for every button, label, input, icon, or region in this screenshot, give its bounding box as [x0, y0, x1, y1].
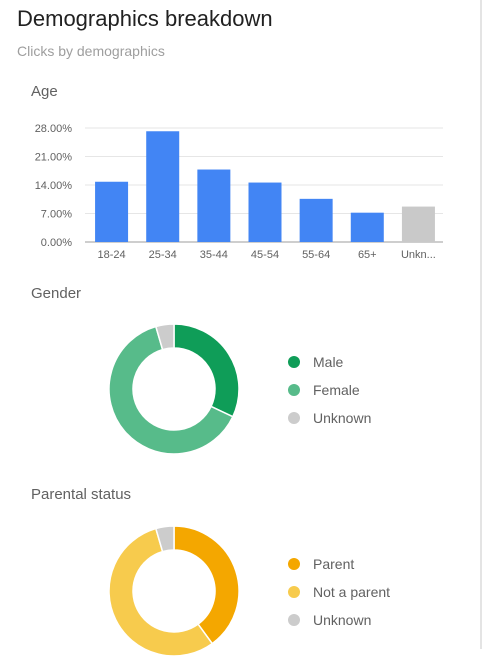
legend-dot-icon [288, 356, 300, 368]
page-subtitle: Clicks by demographics [17, 43, 165, 59]
x-tick-label: 18-24 [98, 249, 126, 261]
gender-donut-chart [108, 323, 240, 455]
parental-section-title: Parental status [31, 486, 132, 503]
legend-item[interactable]: Unknown [288, 404, 371, 432]
age-bar[interactable] [401, 206, 435, 242]
donut-slice[interactable] [154, 323, 175, 351]
legend-label: Male [313, 354, 344, 370]
x-tick-label: 65+ [358, 249, 377, 261]
donut-slice[interactable] [154, 525, 175, 553]
donut-slice[interactable] [108, 325, 234, 455]
legend-item[interactable]: Unknown [288, 606, 390, 634]
legend-item[interactable]: Parent [288, 550, 390, 578]
age-bar[interactable] [299, 198, 333, 242]
y-tick-label: 7.00% [41, 209, 72, 221]
legend-dot-icon [288, 384, 300, 396]
x-tick-label: Unkn... [401, 249, 436, 261]
legend-item[interactable]: Not a parent [288, 578, 390, 606]
y-tick-label: 14.00% [35, 180, 73, 192]
age-bar[interactable] [95, 181, 129, 242]
legend-label: Unknown [313, 612, 372, 628]
legend-item[interactable]: Male [288, 348, 371, 376]
y-tick-label: 21.00% [35, 152, 73, 164]
legend-label: Unknown [313, 410, 372, 426]
x-tick-label: 55-64 [302, 249, 330, 261]
legend-dot-icon [288, 558, 300, 570]
legend-item[interactable]: Female [288, 376, 371, 404]
age-bar[interactable] [197, 169, 231, 242]
legend-dot-icon [288, 614, 300, 626]
page-title: Demographics breakdown [17, 6, 273, 31]
y-tick-label: 0.00% [41, 237, 72, 249]
legend-label: Parent [313, 556, 355, 572]
legend-label: Not a parent [313, 584, 391, 600]
x-tick-label: 35-44 [200, 249, 228, 261]
panel-border [480, 0, 482, 649]
parental-legend: Parent Not a parent Unknown [288, 550, 390, 634]
parental-donut-chart [108, 525, 240, 657]
age-section-title: Age [31, 83, 58, 100]
age-bar-chart: 0.00% 7.00% 14.00% 21.00% 28.00% 18-24 25-34 35… [35, 123, 443, 261]
donut-slice[interactable] [173, 323, 240, 418]
age-bar[interactable] [248, 182, 282, 242]
gender-legend: Male Female Unknown [288, 348, 371, 432]
legend-label: Female [313, 382, 360, 398]
legend-dot-icon [288, 412, 300, 424]
y-tick-label: 28.00% [35, 123, 73, 135]
gender-section-title: Gender [31, 285, 82, 302]
age-bar[interactable] [350, 212, 384, 242]
x-tick-label: 25-34 [149, 249, 177, 261]
age-bar[interactable] [146, 131, 180, 242]
donut-slice[interactable] [173, 525, 240, 645]
x-tick-label: 45-54 [251, 249, 279, 261]
legend-dot-icon [288, 586, 300, 598]
